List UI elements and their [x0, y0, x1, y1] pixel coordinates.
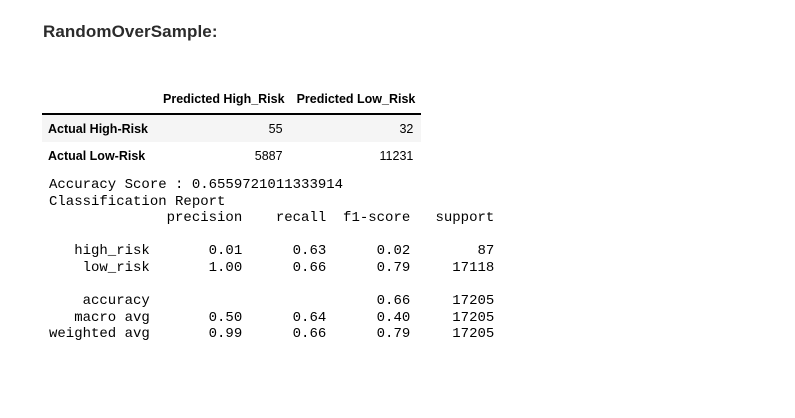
confusion-matrix-table: Predicted High_Risk Predicted Low_Risk A…: [42, 86, 422, 170]
table-row-actual-high-risk: Actual High-Risk 55 32: [42, 114, 422, 142]
col-header-predicted-high-risk: Predicted High_Risk: [157, 86, 291, 115]
cell-true-low-pred-low: 11231: [379, 149, 414, 163]
cell-true-high-pred-low: 32: [399, 121, 414, 136]
row-label-actual-low-risk: Actual Low-Risk: [48, 149, 146, 163]
section-heading: RandomOverSample:: [43, 22, 218, 41]
table-row-actual-low-risk: Actual Low-Risk 5887 11231: [42, 142, 421, 170]
corner-cell: [42, 86, 157, 115]
cell-true-low-pred-high: 5887: [254, 149, 283, 163]
classification-report-text: Accuracy Score : 0.6559721011333914 Clas…: [49, 177, 495, 343]
confusion-matrix-header-row: Predicted High_Risk Predicted Low_Risk: [42, 86, 422, 115]
row-label-actual-high-risk: Actual High-Risk: [48, 121, 149, 136]
col-header-predicted-low-risk: Predicted Low_Risk: [290, 86, 422, 115]
cell-true-high-pred-high: 55: [268, 121, 283, 136]
